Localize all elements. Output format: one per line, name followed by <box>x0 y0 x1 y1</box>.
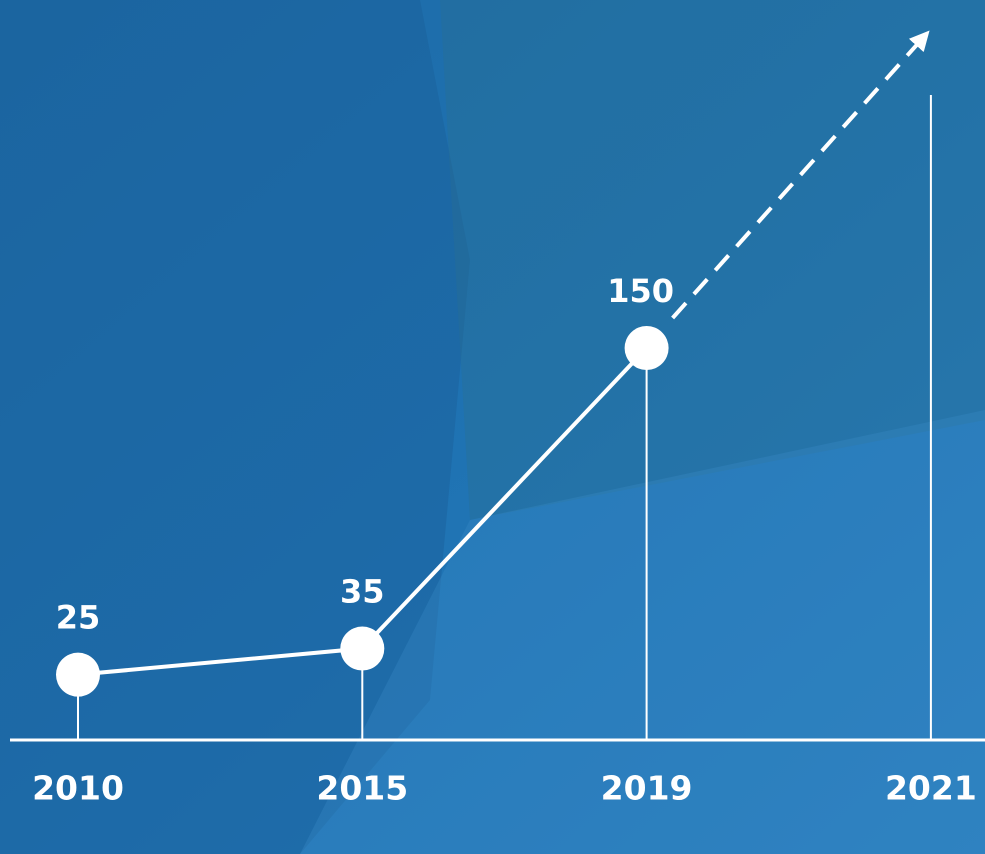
value-label: 25 <box>56 599 101 637</box>
background-shape <box>440 0 985 520</box>
background-shape <box>300 410 985 854</box>
value-label: 35 <box>340 573 385 611</box>
x-tick-label: 2019 <box>601 769 693 808</box>
plot: 2010 2015 2019 2021 25 35 150 <box>32 30 977 808</box>
x-tick-label: 2015 <box>316 769 408 808</box>
x-tick-label: 2010 <box>32 769 124 808</box>
point <box>56 652 100 697</box>
point <box>624 326 669 370</box>
x-tick-label: 2021 <box>885 769 977 808</box>
value-label: 150 <box>607 272 674 310</box>
point <box>340 626 385 671</box>
